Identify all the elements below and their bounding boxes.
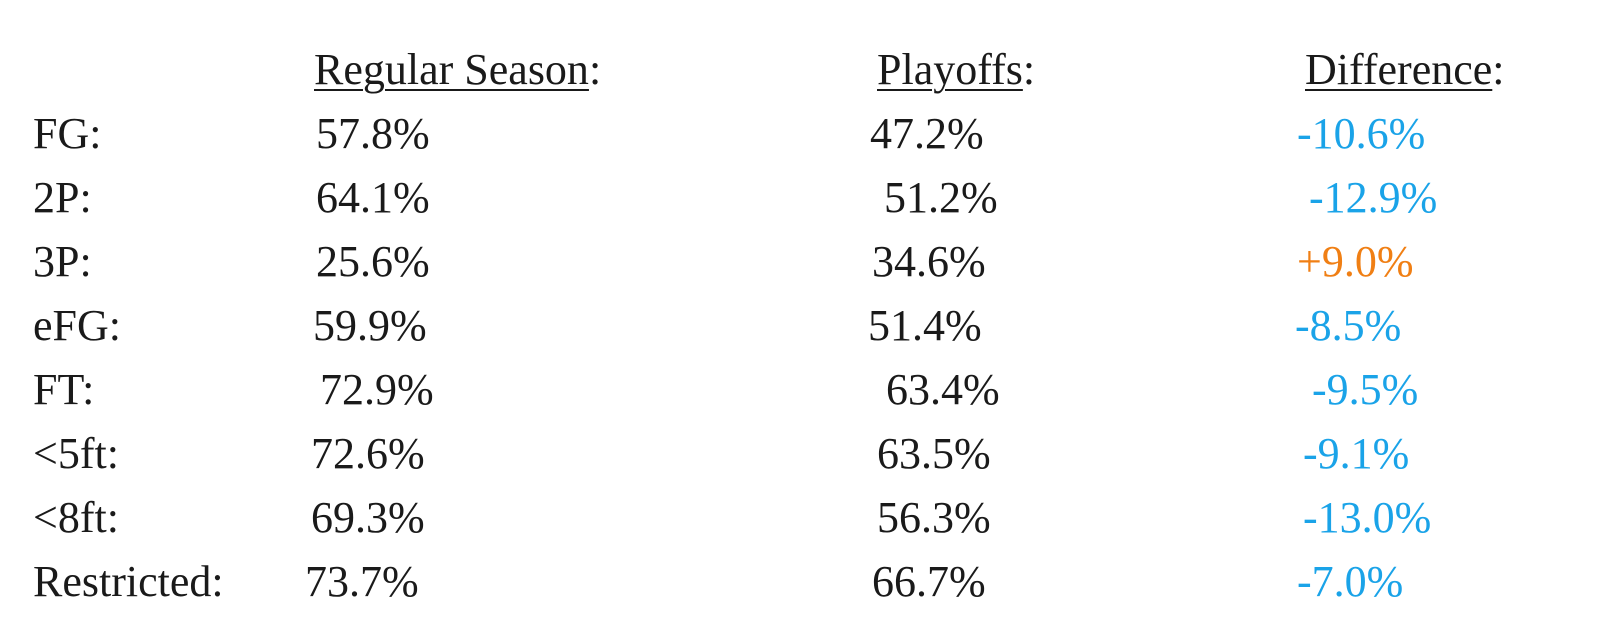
difference-value: -7.0% (1297, 557, 1404, 606)
regular-season-value: 72.9% (320, 365, 434, 414)
table-row: 3P: 25.6% 34.6% +9.0% (0, 230, 1600, 294)
playoffs-value: 56.3% (877, 493, 991, 542)
regular-season-header: Regular Season: (314, 38, 601, 102)
table-row: 2P: 64.1% 51.2% -12.9% (0, 166, 1600, 230)
regular-season-value: 72.6% (311, 429, 425, 478)
regular-season-value: 64.1% (316, 173, 430, 222)
row-label: FT: (33, 365, 95, 414)
difference-value: +9.0% (1297, 237, 1414, 286)
playoffs-value: 63.4% (886, 365, 1000, 414)
difference-header: Difference: (1305, 38, 1505, 102)
playoffs-value: 66.7% (872, 557, 986, 606)
difference-value: -9.1% (1303, 429, 1410, 478)
table-row: Restricted: 73.7% 66.7% -7.0% (0, 550, 1600, 614)
playoffs-header-text: Playoffs (877, 45, 1023, 94)
row-label: eFG: (33, 301, 121, 350)
difference-value: -12.9% (1309, 173, 1438, 222)
regular-season-header-text: Regular Season (314, 45, 589, 94)
playoffs-value: 47.2% (870, 109, 984, 158)
regular-season-value: 25.6% (316, 237, 430, 286)
row-label: 3P: (33, 237, 92, 286)
header-row: Regular Season: Playoffs: Difference: (0, 38, 1600, 102)
row-label: <8ft: (33, 493, 119, 542)
table-row: <8ft: 69.3% 56.3% -13.0% (0, 486, 1600, 550)
difference-value: -9.5% (1312, 365, 1419, 414)
row-label: <5ft: (33, 429, 119, 478)
playoffs-value: 51.2% (884, 173, 998, 222)
regular-season-value: 57.8% (316, 109, 430, 158)
difference-header-colon: : (1492, 45, 1505, 94)
playoffs-value: 34.6% (872, 237, 986, 286)
table-row: FT: 72.9% 63.4% -9.5% (0, 358, 1600, 422)
difference-value: -10.6% (1297, 109, 1426, 158)
table-row: <5ft: 72.6% 63.5% -9.1% (0, 422, 1600, 486)
row-label: Restricted: (33, 557, 224, 606)
regular-season-value: 59.9% (313, 301, 427, 350)
playoffs-value: 51.4% (868, 301, 982, 350)
row-label: 2P: (33, 173, 92, 222)
regular-season-value: 73.7% (305, 557, 419, 606)
difference-header-text: Difference (1305, 45, 1493, 94)
playoffs-value: 63.5% (877, 429, 991, 478)
regular-season-header-colon: : (588, 45, 602, 94)
row-label: FG: (33, 109, 102, 158)
playoffs-header: Playoffs: (877, 38, 1035, 102)
difference-value: -8.5% (1295, 301, 1402, 350)
table-row: FG: 57.8% 47.2% -10.6% (0, 102, 1600, 166)
regular-season-value: 69.3% (311, 493, 425, 542)
table-row: eFG: 59.9% 51.4% -8.5% (0, 294, 1600, 358)
difference-value: -13.0% (1303, 493, 1432, 542)
playoffs-header-colon: : (1022, 45, 1036, 94)
